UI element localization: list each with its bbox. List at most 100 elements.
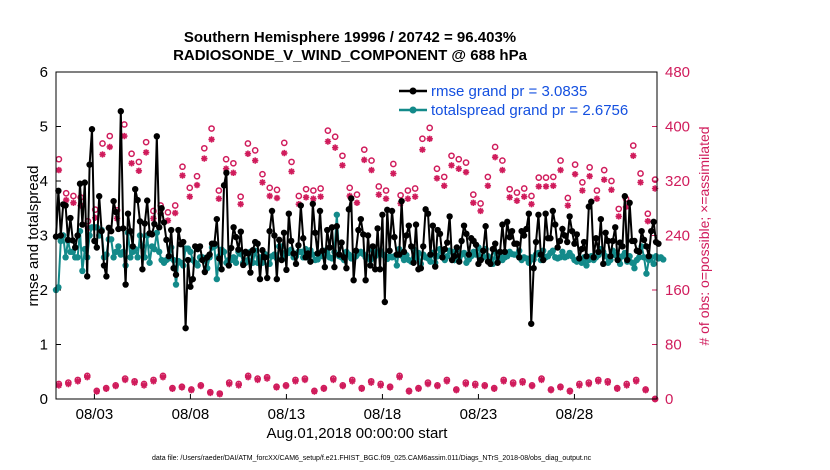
obs-possible-marker bbox=[528, 192, 535, 200]
obs-possible-marker bbox=[70, 192, 77, 200]
rmse-point bbox=[446, 213, 453, 220]
rmse-point bbox=[420, 243, 427, 250]
rmse-point bbox=[232, 233, 240, 241]
obs-assimilated-marker bbox=[349, 378, 356, 385]
obs-assimilated-marker bbox=[538, 376, 545, 384]
obs-possible-marker bbox=[397, 191, 404, 199]
rmse-point bbox=[343, 265, 350, 272]
obs-assimilated-marker bbox=[579, 187, 586, 194]
obs-assimilated-marker bbox=[630, 152, 637, 159]
obs-possible-marker bbox=[200, 144, 208, 152]
rmse-point bbox=[376, 266, 384, 273]
rmse-point bbox=[424, 210, 432, 217]
rmse-point bbox=[184, 256, 192, 264]
rmse-point bbox=[264, 274, 271, 282]
rmse-point bbox=[127, 227, 134, 235]
rmse-point bbox=[57, 232, 65, 239]
obs-assimilated-marker bbox=[215, 195, 223, 202]
obs-possible-marker bbox=[237, 193, 244, 201]
rmse-point bbox=[568, 227, 576, 235]
rmse-point bbox=[441, 245, 449, 253]
legend-rmse-marker bbox=[409, 87, 417, 95]
obs-assimilated-marker bbox=[513, 197, 521, 204]
rmse-point bbox=[108, 227, 115, 235]
rmse-point bbox=[300, 235, 307, 242]
obs-assimilated-marker bbox=[367, 379, 375, 386]
obs-possible-marker bbox=[62, 189, 70, 197]
rmse-point bbox=[136, 218, 144, 225]
obs-possible-marker bbox=[389, 160, 397, 168]
obs-assimilated-marker bbox=[93, 388, 100, 395]
rmse-point bbox=[532, 238, 540, 246]
legend-spread-marker bbox=[409, 106, 417, 114]
rmse-point bbox=[602, 229, 609, 236]
obs-possible-marker bbox=[106, 132, 114, 140]
spread-point bbox=[297, 248, 305, 256]
obs-assimilated-marker bbox=[564, 202, 572, 209]
rmse-point bbox=[480, 247, 487, 254]
rmse-point bbox=[225, 262, 233, 269]
obs-assimilated-marker bbox=[443, 378, 451, 385]
rmse-point bbox=[535, 211, 542, 218]
rmse-point bbox=[621, 193, 629, 200]
obs-assimilated-marker bbox=[179, 172, 186, 179]
rmse-point bbox=[64, 236, 72, 244]
spread-point bbox=[112, 248, 120, 256]
rmse-point bbox=[124, 210, 132, 217]
rmse-point bbox=[412, 221, 420, 228]
rmse-point bbox=[508, 227, 516, 235]
obs-possible-marker bbox=[324, 127, 332, 134]
obs-possible-marker bbox=[135, 158, 143, 166]
y-axis-label-left: rmse and totalspread bbox=[25, 166, 42, 307]
y-tick-label-right: 80 bbox=[665, 337, 682, 354]
obs-possible-marker bbox=[171, 202, 179, 209]
obs-possible-marker bbox=[535, 174, 543, 181]
legend-spread-label: totalspread grand pr = 2.6756 bbox=[431, 102, 628, 119]
rmse-point bbox=[139, 266, 146, 273]
rmse-point bbox=[249, 247, 257, 254]
rmse-point bbox=[98, 227, 105, 235]
obs-assimilated-marker bbox=[453, 386, 460, 394]
obs-assimilated-marker bbox=[411, 193, 419, 200]
rmse-point bbox=[540, 256, 547, 264]
rmse-point bbox=[405, 222, 413, 229]
obs-possible-marker bbox=[513, 189, 521, 196]
rmse-point bbox=[261, 254, 269, 261]
obs-assimilated-marker bbox=[263, 375, 271, 382]
rmse-point bbox=[499, 221, 506, 228]
obs-assimilated-marker bbox=[604, 379, 611, 386]
y-axis-right: 0 80 160 240 320 400 480 bbox=[652, 64, 690, 408]
rmse-point bbox=[96, 193, 103, 200]
obs-assimilated-marker bbox=[509, 380, 517, 388]
rmse-point bbox=[276, 236, 283, 244]
spread-point bbox=[650, 260, 657, 268]
obs-possible-marker bbox=[251, 146, 259, 154]
obs-possible-marker bbox=[462, 159, 470, 166]
rmse-point bbox=[554, 244, 561, 251]
rmse-point bbox=[309, 200, 317, 208]
rmse-point bbox=[148, 231, 156, 238]
rmse-point bbox=[576, 255, 583, 262]
rmse-point bbox=[494, 259, 501, 266]
rmse-point bbox=[93, 244, 101, 251]
rmse-point bbox=[62, 202, 69, 209]
rmse-point bbox=[237, 228, 245, 235]
x-axis: 08/03 08/08 08/13 08/18 08/23 08/28 bbox=[76, 394, 593, 423]
obs-assimilated-marker bbox=[500, 378, 507, 385]
rmse-point bbox=[189, 275, 197, 283]
rmse-point bbox=[345, 206, 353, 213]
rmse-point bbox=[259, 247, 266, 254]
obs-assimilated-marker bbox=[106, 143, 113, 151]
obs-assimilated-marker bbox=[462, 380, 470, 388]
x-tick-label: 08/03 bbox=[76, 406, 114, 423]
spread-point bbox=[187, 248, 194, 256]
obs-assimilated-marker bbox=[273, 194, 281, 202]
obs-assimilated-marker bbox=[593, 195, 601, 202]
rmse-point bbox=[645, 253, 653, 260]
rmse-point bbox=[160, 219, 168, 226]
y-tick-label-left: 3 bbox=[40, 228, 48, 245]
rmse-point bbox=[357, 215, 365, 223]
rmse-point bbox=[156, 224, 163, 231]
obs-assimilated-marker bbox=[235, 382, 242, 389]
rmse-point bbox=[211, 240, 218, 247]
